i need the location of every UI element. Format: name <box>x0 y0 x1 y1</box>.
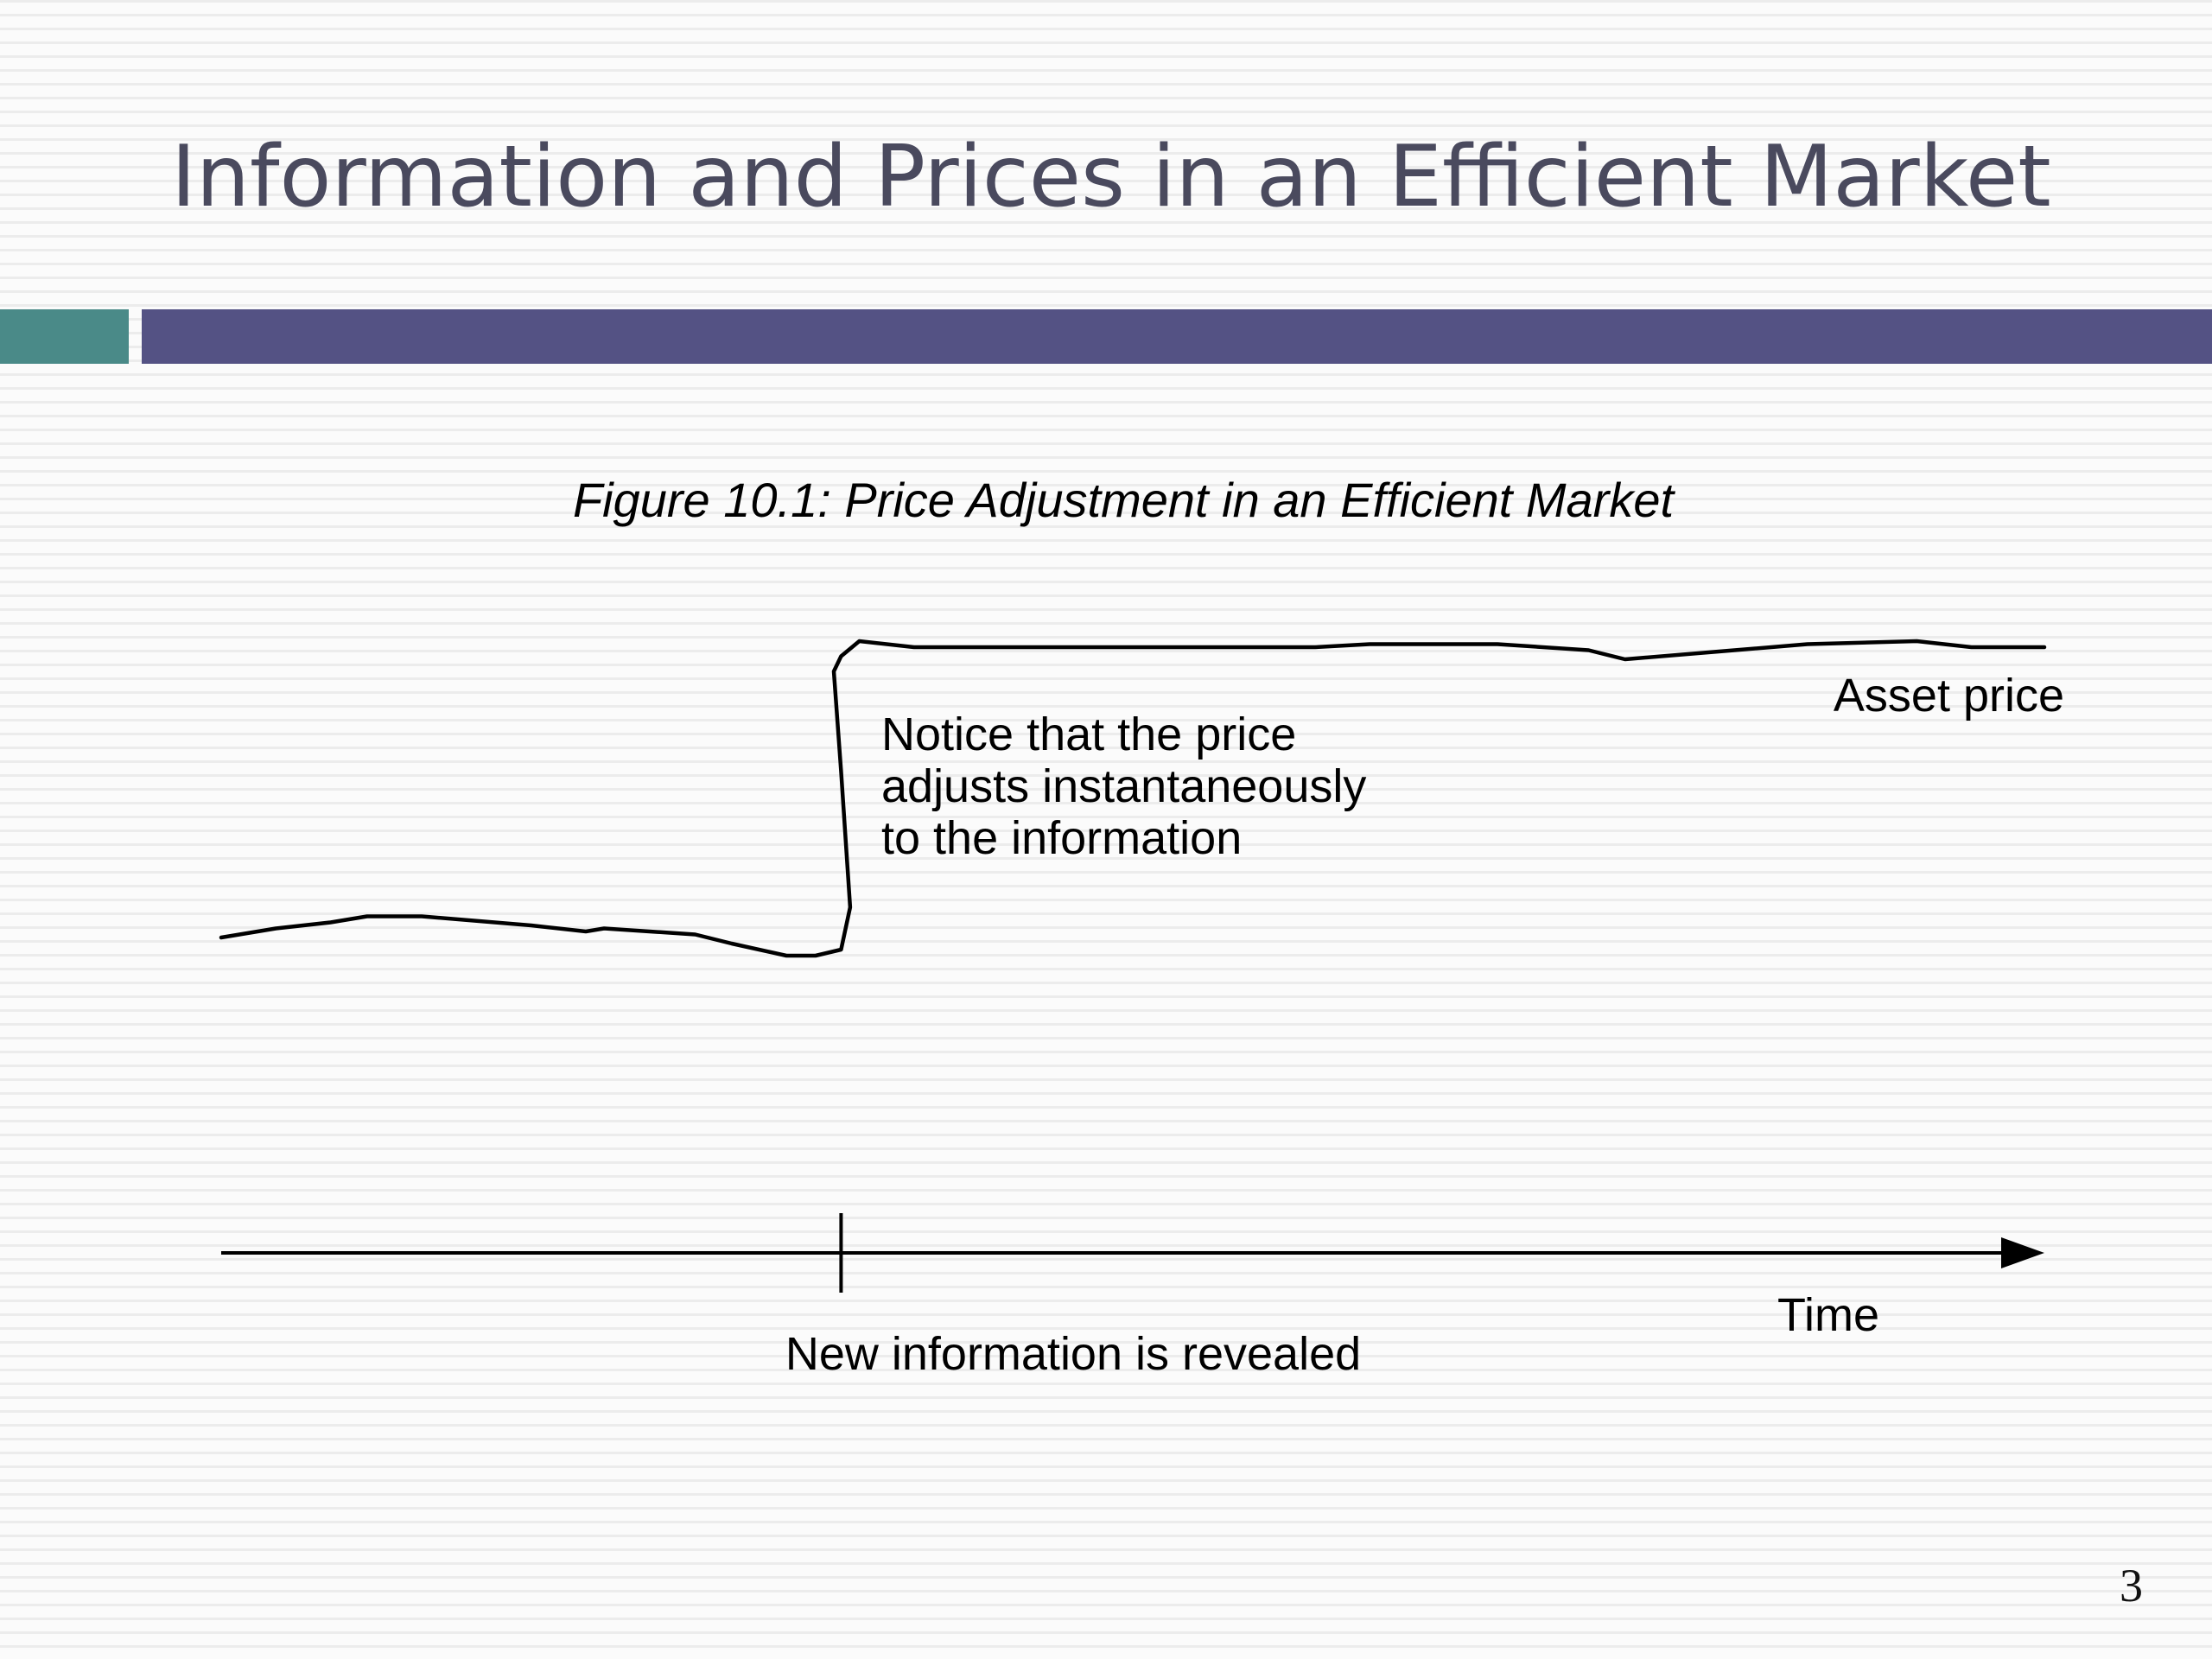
event-label: New information is revealed <box>785 1328 1361 1380</box>
page-number: 3 <box>2120 1560 2143 1611</box>
annotation-note: Notice that the price adjusts instantane… <box>881 709 1366 864</box>
asset-price-line <box>219 639 2047 958</box>
asset-price-label: Asset price <box>1834 670 2064 721</box>
title-accent-block <box>0 309 129 364</box>
annotation-line-2: adjusts instantaneously <box>881 760 1366 812</box>
annotation-line-1: Notice that the price <box>881 709 1296 760</box>
time-axis-label: Time <box>1777 1289 1879 1341</box>
title-accent-bar <box>142 309 2212 364</box>
figure-caption: Figure 10.1: Price Adjustment in an Effi… <box>573 473 1675 527</box>
time-axis-arrowhead <box>2001 1237 2044 1268</box>
annotation-line-3: to the information <box>881 812 1242 864</box>
slide-title: Information and Prices in an Efficient M… <box>171 128 2051 226</box>
